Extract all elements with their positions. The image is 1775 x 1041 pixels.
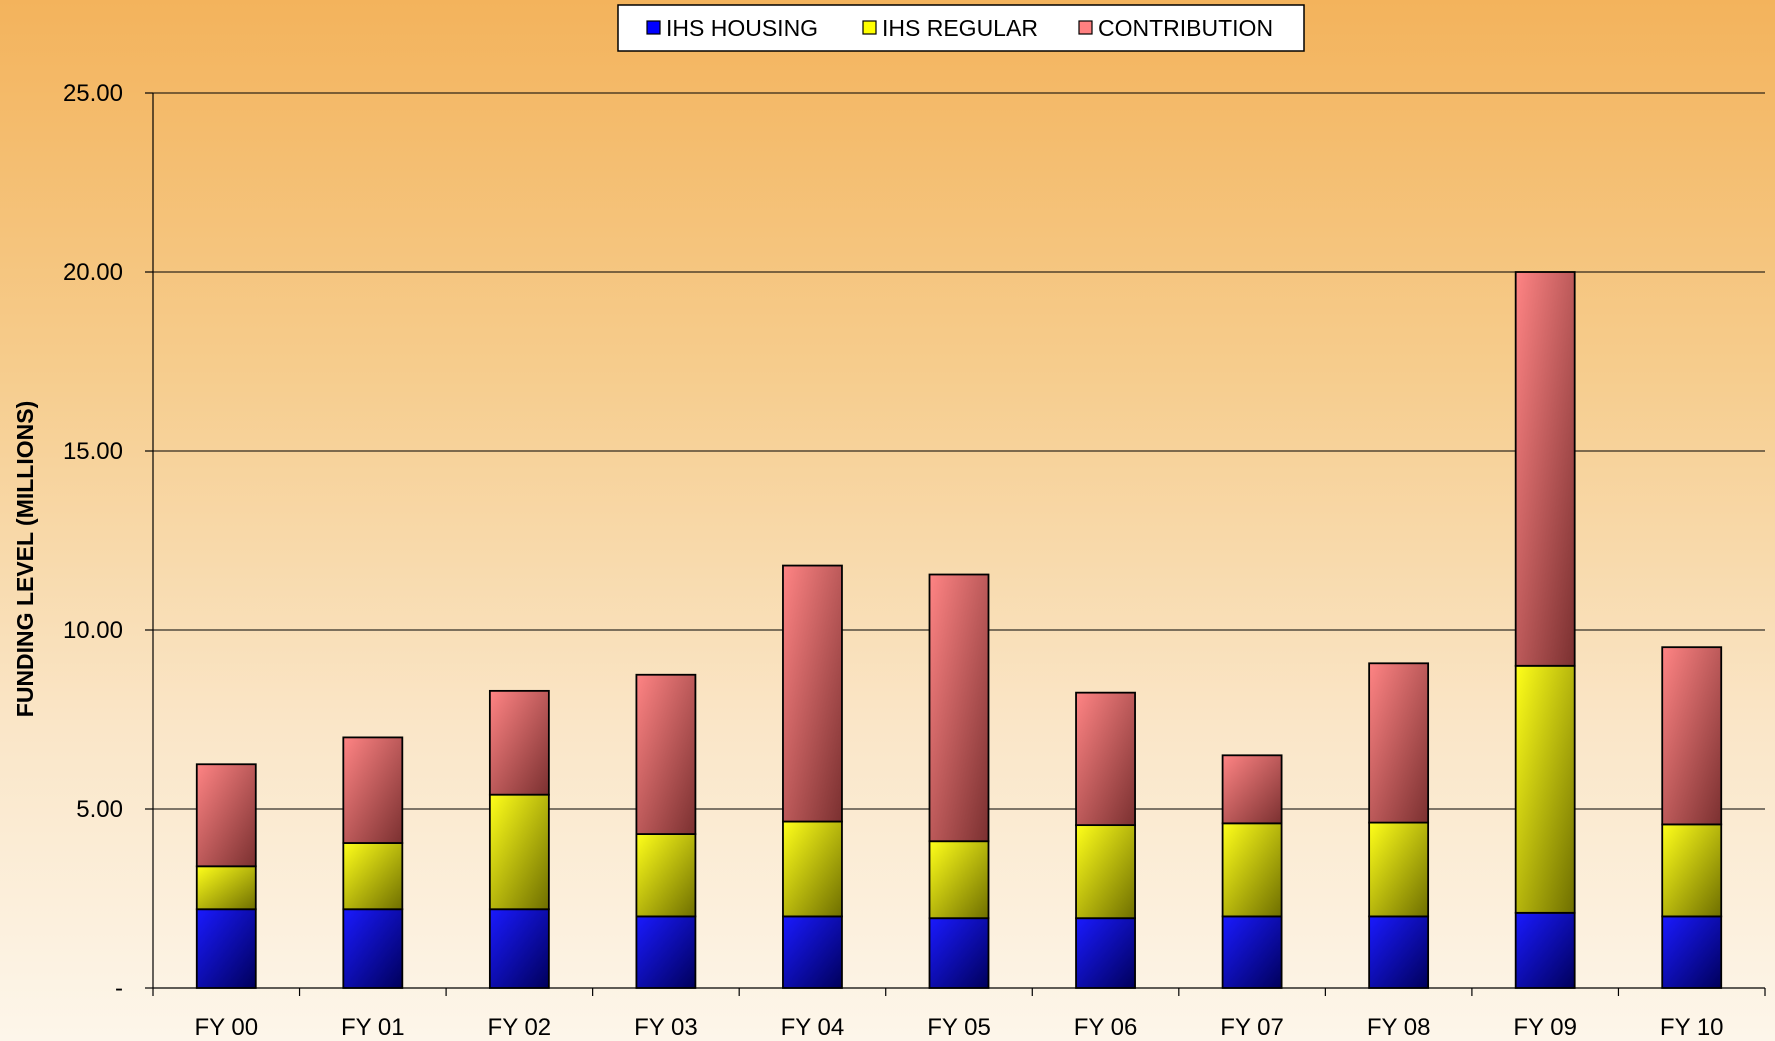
legend-label: IHS HOUSING xyxy=(666,15,818,41)
x-tick-label: FY 05 xyxy=(927,1014,991,1041)
y-tick-label: 5.00 xyxy=(76,796,123,823)
x-tick-label: FY 01 xyxy=(341,1014,405,1041)
bar-segment-contribution xyxy=(488,689,550,796)
bar-segment-contribution xyxy=(1368,662,1430,824)
y-tick-label: 10.00 xyxy=(63,617,123,644)
bar-segment-ihs-housing xyxy=(1368,915,1430,989)
bar-segment-ihs-regular xyxy=(1514,664,1576,914)
legend: IHS HOUSING IHS REGULAR CONTRIBUTION xyxy=(617,4,1305,52)
bar-segment-ihs-housing xyxy=(782,915,843,989)
y-tick-label: 25.00 xyxy=(63,80,123,107)
legend-swatch xyxy=(646,20,661,35)
bar-segment-ihs-regular xyxy=(635,833,697,918)
y-axis: - 5.00 10.00 15.00 20.00 25.00 xyxy=(63,80,154,1002)
bar-segment-ihs-regular xyxy=(1075,824,1136,920)
bar-segment-ihs-housing xyxy=(488,908,550,989)
x-tick-label: FY 10 xyxy=(1660,1014,1724,1041)
bar-segment-contribution xyxy=(342,736,404,844)
bar-segment-ihs-housing xyxy=(195,908,257,989)
bar-segment-ihs-regular xyxy=(928,840,990,920)
bar-segment-ihs-regular xyxy=(1221,822,1283,918)
bar-segment-ihs-regular xyxy=(1661,823,1723,918)
bar-segment-ihs-housing xyxy=(342,908,404,989)
bar-segment-contribution xyxy=(928,573,990,843)
bar-segment-contribution xyxy=(195,763,257,868)
bar-segment-contribution xyxy=(1075,691,1136,827)
x-tick-label: FY 09 xyxy=(1513,1014,1577,1041)
legend-swatch xyxy=(1078,20,1093,35)
x-tick-label: FY 02 xyxy=(488,1014,552,1041)
x-tick-label: FY 07 xyxy=(1220,1014,1284,1041)
legend-label: IHS REGULAR xyxy=(882,15,1038,41)
x-axis: FY 00 FY 01 FY 02 FY 03 FY 04 FY 05 FY 06 FY 07… xyxy=(152,987,1766,1041)
legend-label: CONTRIBUTION xyxy=(1098,15,1273,41)
bar-segment-ihs-housing xyxy=(1514,911,1576,989)
legend-box xyxy=(617,4,1305,52)
bar-segment-ihs-regular xyxy=(195,865,257,911)
bar-segment-ihs-regular xyxy=(1368,821,1430,918)
bar-segment-contribution xyxy=(1514,271,1576,667)
bar-segment-ihs-housing xyxy=(1221,915,1283,989)
x-tick-label: FY 04 xyxy=(781,1014,845,1041)
bar-segment-contribution xyxy=(635,673,697,835)
bar-segment-ihs-regular xyxy=(782,820,843,918)
y-axis-title: FUNDING LEVEL (MILLIONS) xyxy=(12,401,38,717)
x-tick-label: FY 00 xyxy=(194,1014,258,1041)
bar-segment-ihs-housing xyxy=(1661,915,1723,989)
bar-segment-contribution xyxy=(1221,754,1283,825)
legend-swatch xyxy=(862,20,877,35)
bar-segment-ihs-housing xyxy=(928,917,990,989)
bar-segment-contribution xyxy=(782,564,843,823)
bars xyxy=(195,271,1723,989)
bar-segment-ihs-housing xyxy=(1075,917,1136,989)
x-tick-label: FY 03 xyxy=(634,1014,698,1041)
x-tick-label: FY 06 xyxy=(1074,1014,1138,1041)
bar-segment-ihs-housing xyxy=(635,915,697,989)
bar-segment-contribution xyxy=(1661,646,1723,826)
y-tick-label: - xyxy=(115,975,123,1002)
x-tick-label: FY 08 xyxy=(1367,1014,1431,1041)
bar-segment-ihs-regular xyxy=(488,793,550,911)
y-tick-label: 15.00 xyxy=(63,438,123,465)
y-tick-label: 20.00 xyxy=(63,259,123,286)
bar-segment-ihs-regular xyxy=(342,842,404,911)
